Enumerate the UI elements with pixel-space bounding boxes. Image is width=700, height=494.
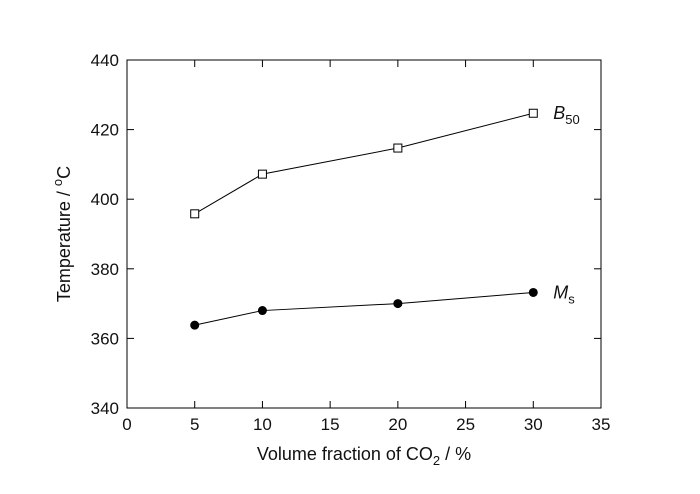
series-layer bbox=[190, 108, 538, 330]
x-tick-label: 15 bbox=[321, 415, 340, 434]
y-tick-label: 420 bbox=[91, 121, 119, 140]
series-labels: B50 Ms bbox=[553, 103, 579, 306]
y-tick-label: 400 bbox=[91, 190, 119, 209]
series-label-b50: B50 bbox=[553, 103, 579, 127]
plot-frame bbox=[126, 59, 602, 409]
data-point-ms bbox=[528, 287, 538, 297]
series-line-ms bbox=[194, 291, 534, 326]
data-point-b50 bbox=[190, 209, 200, 219]
y-axis-title: Temperature / oC bbox=[50, 166, 74, 302]
x-tick-label: 35 bbox=[592, 415, 611, 434]
data-point-ms bbox=[393, 299, 403, 309]
x-tick-label: 0 bbox=[122, 415, 131, 434]
data-point-b50 bbox=[528, 108, 538, 118]
x-tick-label: 30 bbox=[524, 415, 543, 434]
y-tick-label: 340 bbox=[91, 399, 119, 418]
x-tick-label: 10 bbox=[253, 415, 272, 434]
y-tick-label: 440 bbox=[91, 51, 119, 70]
data-point-ms bbox=[257, 306, 267, 316]
x-axis-title: Volume fraction of CO2 / % bbox=[257, 444, 471, 468]
x-tick-label: 25 bbox=[456, 415, 475, 434]
x-tick-label: 20 bbox=[388, 415, 407, 434]
series-label-ms: Ms bbox=[553, 282, 575, 306]
x-axis-ticks: 0 5 10 15 20 25 30 35 bbox=[122, 60, 610, 434]
data-point-ms bbox=[190, 320, 200, 330]
series-line-b50 bbox=[194, 112, 534, 215]
y-tick-label: 360 bbox=[91, 329, 119, 348]
x-tick-label: 5 bbox=[190, 415, 199, 434]
y-axis-ticks: 340 360 380 400 420 440 bbox=[91, 51, 601, 418]
data-point-b50 bbox=[393, 143, 403, 153]
y-tick-label: 380 bbox=[91, 260, 119, 279]
data-point-b50 bbox=[257, 169, 267, 179]
